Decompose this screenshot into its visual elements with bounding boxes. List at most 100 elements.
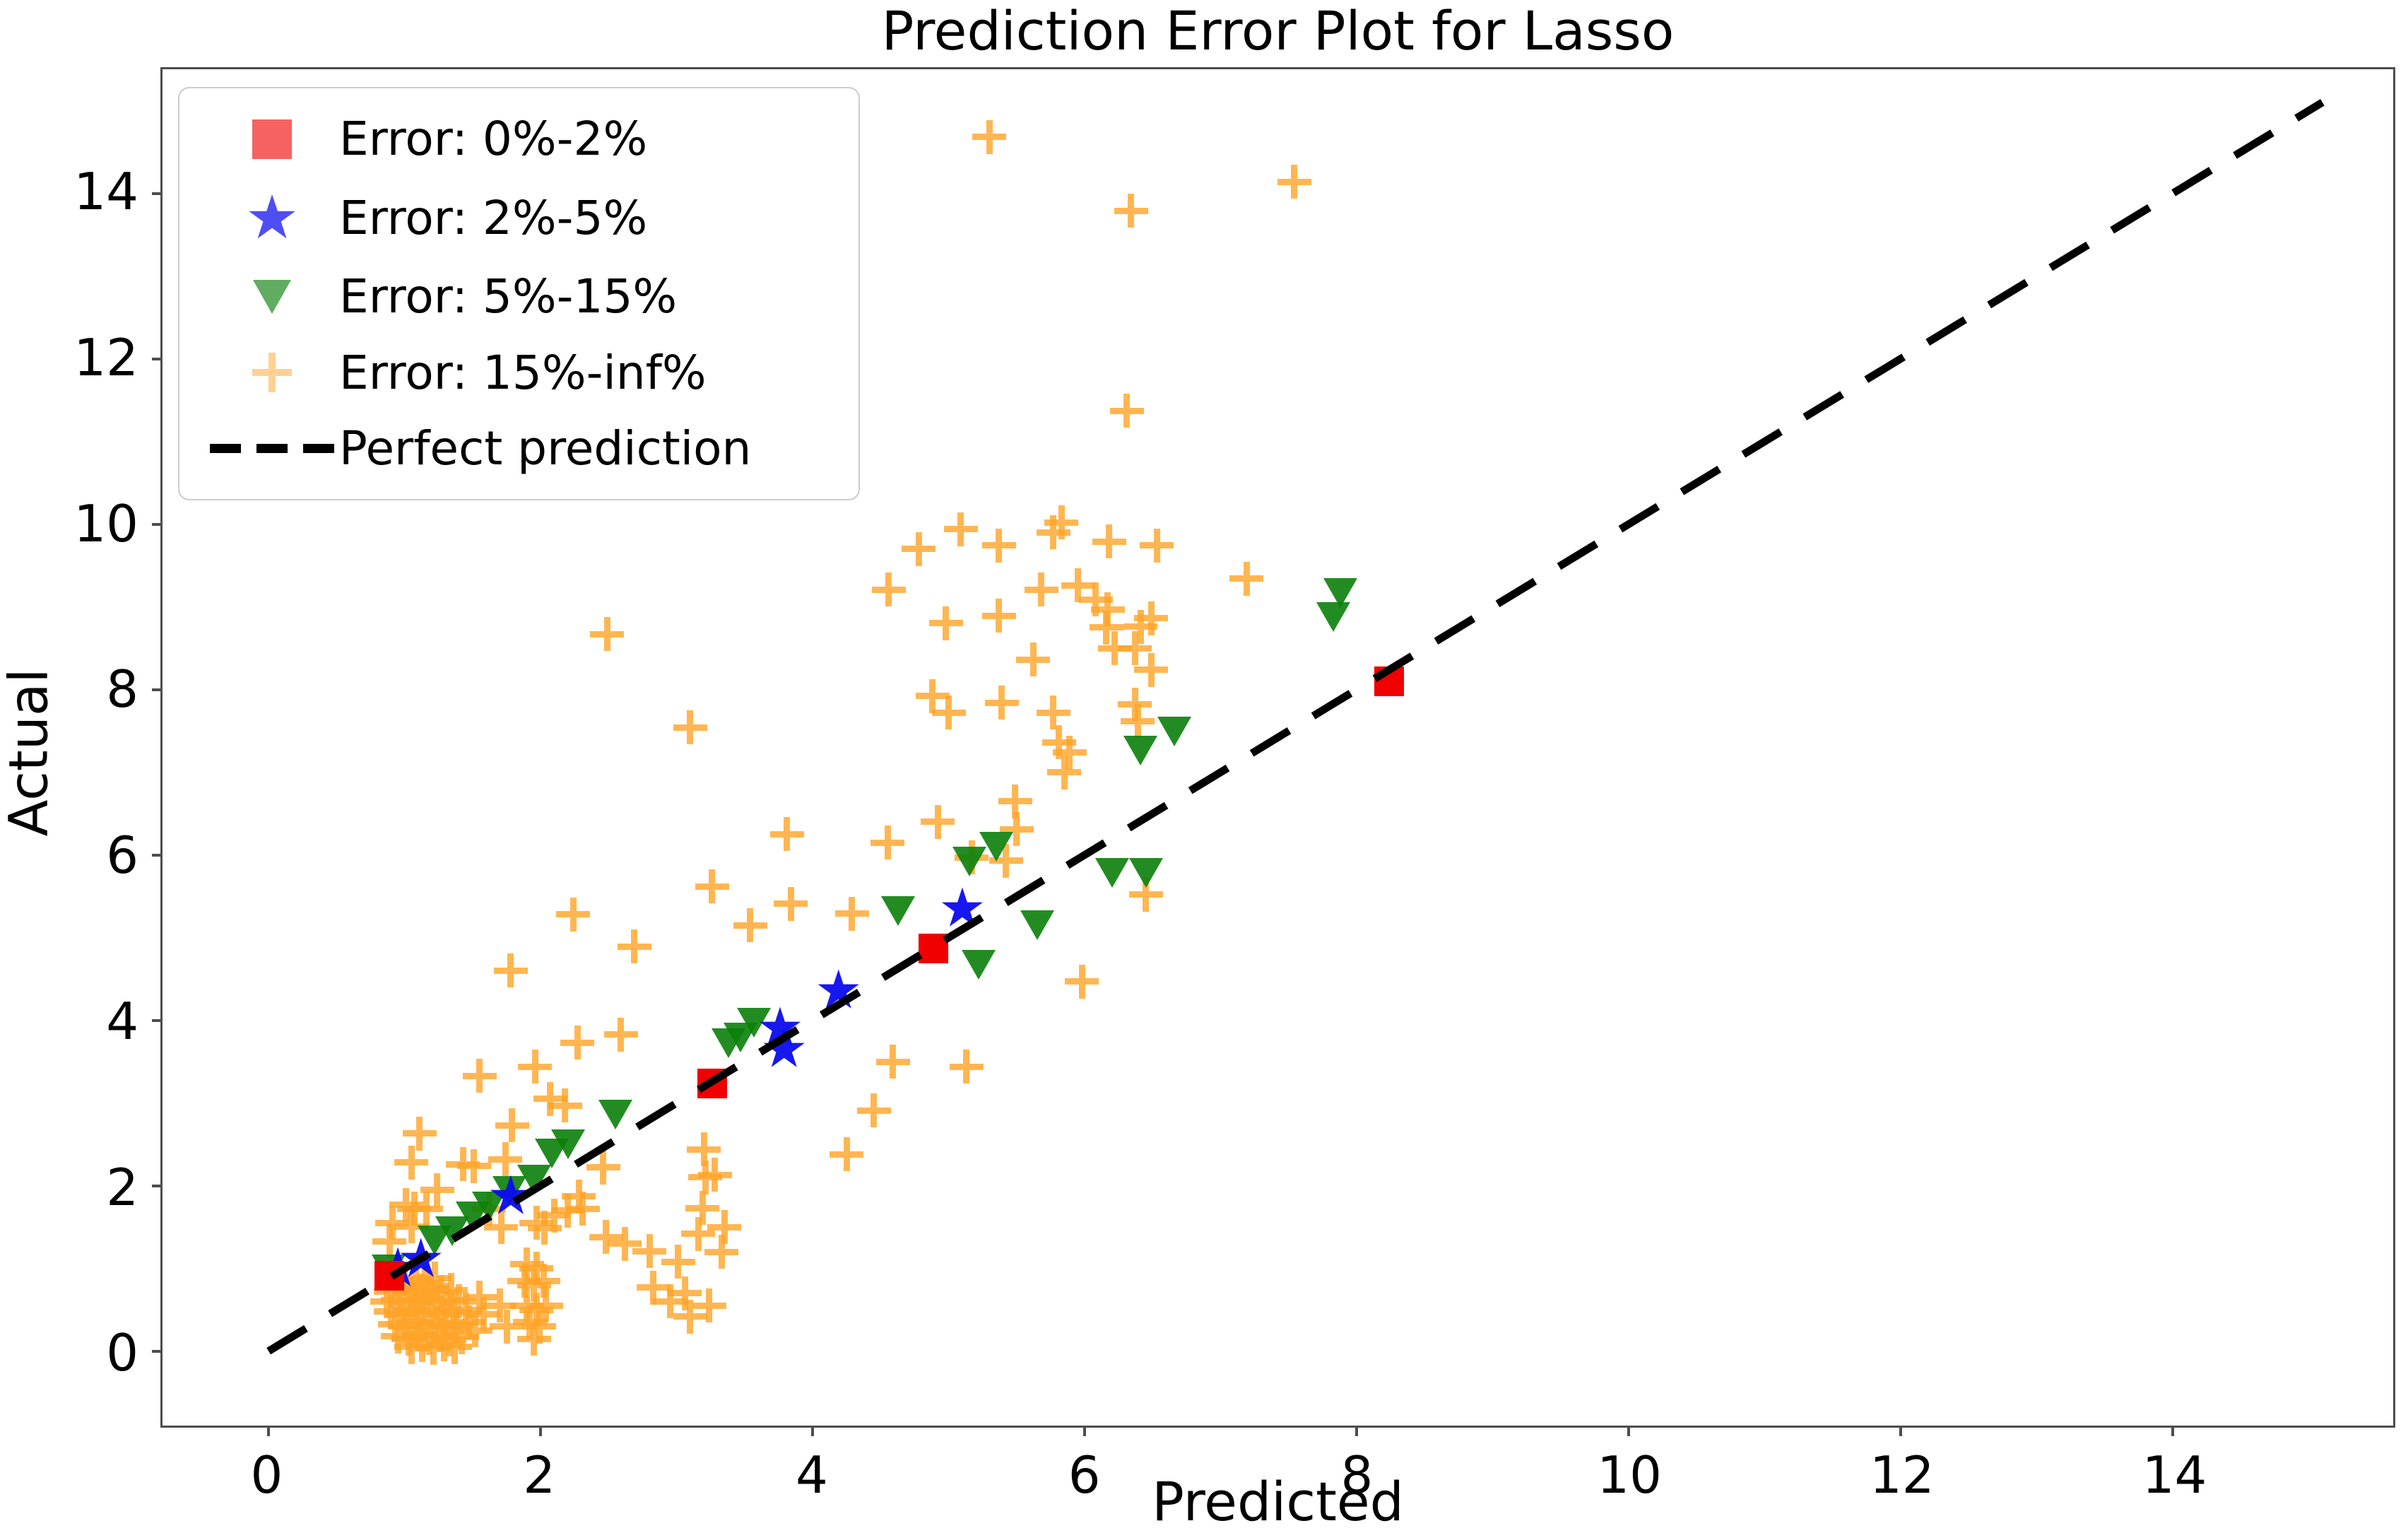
scatter-point [981,528,1016,563]
scatter-point [598,1100,633,1130]
scatter-point [488,1142,523,1177]
scatter-point [518,1050,553,1084]
scatter-point [774,886,808,921]
y-tick-mark [152,357,163,360]
scatter-point [697,1158,732,1192]
reference-line-layer [266,99,2325,1355]
scatter-point [1020,910,1054,941]
scatter-point [881,896,916,927]
scatter-point [1157,717,1192,747]
scatter-point [921,804,955,839]
y-tick-mark [152,688,163,691]
x-tick-mark [267,1426,271,1436]
scatter-point [1229,561,1264,596]
scatter-point [1036,695,1070,730]
x-tick-mark [1899,1426,1903,1436]
legend-item: Perfect prediction [205,421,851,476]
scatter-point [1114,194,1148,228]
scatter-point [1044,505,1079,540]
scatter-point [560,1026,595,1060]
scatter-point [1047,755,1082,789]
scatter-point [402,1116,437,1151]
scatter-point [462,1059,497,1093]
scatter-point [456,1149,491,1183]
x-tick-label: 12 [1870,1445,1935,1505]
scatter-point [603,1017,638,1052]
scatter-point [1092,524,1126,559]
scatter-point [1140,528,1174,563]
scatter-point [979,831,1014,862]
scatter-point [590,617,625,652]
scatter-point [871,572,906,606]
scatter-point [495,1108,529,1143]
scatter-point [695,869,729,904]
legend-item: Error: 5%-15% [205,269,851,324]
scatter-point [548,1088,582,1123]
plot-area: ★★★★★★★ Error: 0%-2%★Error: 2%-5%Error: … [152,67,2395,1436]
y-tick-mark [152,192,163,195]
x-tick-mark [1083,1426,1087,1436]
scatter-point [372,1224,407,1259]
scatter-point [769,817,804,852]
scatter-point [737,1008,772,1038]
scatter-point [856,1093,891,1128]
y-tick-label: 4 [106,991,138,1051]
scatter-point [928,606,963,640]
y-tick-mark [152,853,163,857]
scatter-point [943,512,978,546]
scatter-point [984,686,1019,720]
y-tick-label: 12 [73,327,138,387]
legend-item: Error: 0%-2% [205,112,851,166]
scatter-point [1094,858,1129,888]
y-tick-label: 0 [106,1323,138,1383]
scatter-point [1118,687,1152,722]
legend-dashed-line-icon [210,443,334,453]
legend-label: Error: 15%-inf% [339,345,707,400]
x-tick-mark [539,1426,543,1436]
y-tick-label: 8 [106,659,138,719]
scatter-point [830,1137,864,1172]
scatter-point [397,1192,432,1226]
scatter-point [1128,858,1163,888]
scatter-point [1065,964,1099,999]
scatter-point [1323,577,1358,608]
legend-triangle-down-icon [253,279,291,314]
x-axis-label: Predicted [1152,1470,1404,1533]
y-tick-mark [152,522,163,526]
x-tick-mark [811,1426,815,1436]
scatter-point [981,599,1016,633]
scatter-point [1277,165,1311,199]
scatter-point [1024,572,1058,606]
scatter-point [870,826,905,860]
x-tick-label: 14 [2142,1445,2207,1505]
x-tick-mark [1355,1426,1359,1436]
x-tick-mark [1627,1426,1631,1436]
legend: Error: 0%-2% ★ Error: 2%-5% Error: 5%-15% Er… [178,87,860,500]
scatter-point [673,710,707,745]
scatter-point [490,1309,524,1344]
scatter-point [632,1234,667,1269]
scatter-point [998,784,1032,818]
perfect-prediction-line [266,99,2325,1355]
x-tick-mark [2171,1426,2175,1436]
scatter-point [704,1235,739,1269]
scatter-point [556,897,591,932]
legend-label: Error: 0%-2% [339,112,648,167]
legend-label: Error: 5%-15% [339,269,678,324]
scatter-point [902,531,936,566]
legend-item: ★ Error: 2%-5% [205,187,851,248]
scatter-point [1016,642,1050,677]
legend-label: Perfect prediction [339,421,752,476]
y-tick-mark [152,1349,163,1353]
scatter-points-layer: ★★★★★★★ [163,69,2393,1426]
y-tick-label: 10 [73,493,138,553]
scatter-point [692,1288,726,1323]
x-tick-label: 2 [523,1445,556,1505]
legend-label: Error: 2%-5% [339,190,648,245]
x-tick-label: 6 [1068,1445,1101,1505]
chart-title: Prediction Error Plot for Lasso [881,0,1675,62]
scatter-point [550,1129,585,1160]
y-tick-label: 6 [106,826,138,886]
y-tick-mark [152,1018,163,1022]
scatter-point [1123,736,1158,766]
